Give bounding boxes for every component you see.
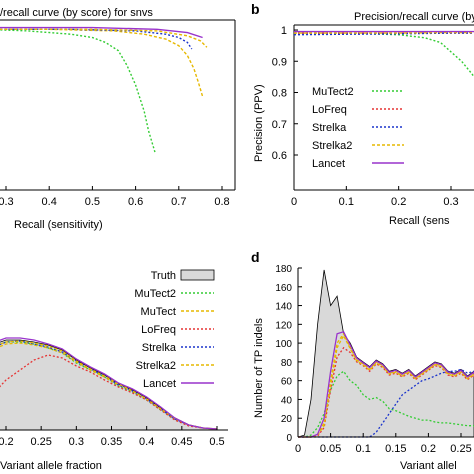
- panel-c-legend-label: Lancet: [143, 378, 176, 390]
- panel-c-series-group: [0, 337, 218, 431]
- panel-a-x-tick-label: 0.5: [85, 196, 100, 208]
- panel-b-legend-label: LoFreq: [312, 104, 347, 116]
- panel-d-x-ticks: 0 0.05 0.1 0.15 0.2 0.25: [295, 433, 472, 455]
- panel-b-series-line-0: [294, 32, 474, 78]
- panel-a-title: /recall curve (by score) for snvs: [0, 7, 153, 19]
- panel-c-x-tick-label: 0.25: [30, 436, 51, 448]
- panel-c-legend-label: MuTect2: [134, 288, 176, 300]
- panel-c-series-line-3: [0, 354, 218, 430]
- panel-d-series-line-5: [298, 334, 474, 438]
- panel-b-series-group: [293, 30, 474, 78]
- panel-c-legend: Truth MuTect2 MuTect LoFreq Strelka Strelka2 L…: [134, 269, 215, 390]
- panel-d-y-tick-label: 20: [281, 414, 293, 425]
- panel-a-series-group: [0, 26, 208, 153]
- panel-c-x-ticks: 0.2 0.25 0.3 0.35 0.4 0.45 0.5: [0, 426, 225, 448]
- panel-d-y-ticks: 0 20 40 60 80 100 120 140 160 180: [275, 264, 302, 444]
- panel-c-x-tick-label: 0.2: [0, 436, 14, 448]
- panel-b-y-tick-label: 0.8: [272, 88, 287, 100]
- panel-b-y-tick-label: 0.6: [272, 150, 287, 162]
- panel-d-y-tick-label: 180: [275, 264, 292, 275]
- panel-b-y-ticks: 0.6 0.7 0.8 0.9 1: [272, 25, 298, 162]
- panel-d-x-tick-label: 0.1: [356, 443, 371, 455]
- panel-d-letter: d: [251, 249, 260, 265]
- panel-b-x-ticks: 0 0.1 0.2 0.3: [291, 186, 459, 208]
- panel-d-x-tick-label: 0.2: [421, 443, 436, 455]
- panel-a-x-tick-label: 0.3: [0, 196, 14, 208]
- panel-d-y-axis-label: Number of TP indels: [253, 318, 265, 418]
- panel-b-x-axis-label: Recall (sens: [389, 215, 450, 227]
- panel-c-series-line-4: [0, 340, 218, 430]
- panel-b-x-tick-label: 0.2: [391, 196, 406, 208]
- panel-a-x-tick-label: 0.7: [171, 196, 186, 208]
- panel-d-y-tick-label: 60: [281, 377, 293, 388]
- panel-b-title: Precision/recall curve (by: [354, 11, 474, 23]
- panel-b-y-tick-label: 1: [281, 25, 287, 37]
- panel-c-x-tick-label: 0.45: [171, 436, 192, 448]
- panel-d-x-axis-label: Variant allel: [400, 460, 457, 472]
- panel-b-legend: MuTect2 LoFreq Strelka Strelka2 Lancet: [312, 86, 404, 170]
- panel-d-x-tick-label: 0.15: [385, 443, 406, 455]
- panel-a-x-tick-label: 0.8: [214, 196, 229, 208]
- panel-a-series-line-2: [0, 28, 193, 50]
- panel-d-y-tick-label: 140: [275, 302, 292, 313]
- panel-b-y-tick-label: 0.7: [272, 119, 287, 131]
- panel-d-y-tick-label: 0: [286, 433, 292, 444]
- panel-d-y-tick-label: 120: [275, 320, 292, 331]
- panel-c-x-tick-label: 0.3: [69, 436, 84, 448]
- panel-d-truth-area: [297, 269, 474, 438]
- panel-d-series-group: [297, 269, 474, 438]
- panel-c-series-line-2: [0, 342, 218, 430]
- panel-b-y-tick-label: 0.9: [272, 56, 287, 68]
- panel-a-series-line-1: [0, 28, 204, 97]
- panel-c-chart: 0.2 0.25 0.3 0.35 0.4 0.45 0.5 Variant allele …: [0, 269, 228, 472]
- panel-d-y-tick-label: 160: [275, 283, 292, 294]
- panel-b-legend-label: Lancet: [312, 158, 345, 170]
- panel-b-legend-label: Strelka: [312, 122, 347, 134]
- panel-b-x-tick-label: 0.3: [443, 196, 458, 208]
- panel-b-series-line-2: [293, 32, 474, 36]
- panel-b-x-tick-label: 0: [291, 196, 297, 208]
- panel-c-legend-label: Strelka: [142, 342, 177, 354]
- panel-a-x-tick-label: 0.6: [128, 196, 143, 208]
- panel-d-y-tick-label: 80: [281, 358, 293, 369]
- panel-d-series-line-3: [298, 346, 474, 438]
- panel-c-legend-label: Truth: [151, 270, 176, 282]
- panel-b-chart: b Precision/recall curve (by 0.60.70.80.…: [251, 1, 474, 227]
- panel-c-truth-area: [0, 339, 218, 431]
- panel-b-legend-label: Strelka2: [312, 140, 352, 152]
- panel-c-x-tick-label: 0.4: [139, 436, 154, 448]
- panel-d-y-tick-label: 40: [281, 395, 293, 406]
- panel-d-y-tick-label: 100: [275, 339, 292, 350]
- panel-a-series-line-4: [0, 26, 203, 39]
- panel-a-series-line-3: [0, 28, 208, 48]
- panel-c-series-line-6: [0, 337, 218, 430]
- panel-c-x-tick-label: 0.5: [209, 436, 224, 448]
- panel-c-legend-label: MuTect: [141, 306, 176, 318]
- panel-b-letter: b: [251, 1, 260, 17]
- panel-a-x-ticks: 0.3 0.4 0.5 0.6 0.7 0.8: [0, 186, 230, 208]
- panel-c-legend-swatch: [180, 269, 215, 281]
- panel-d-series-line-6: [298, 331, 474, 438]
- panel-a-x-axis-label: Recall (sensitivity): [14, 219, 103, 231]
- panel-d-x-tick-label: 0.05: [320, 443, 341, 455]
- panel-d-x-tick-label: 0: [295, 443, 301, 455]
- panel-c-x-axis-label: Variant allele fraction: [0, 460, 102, 472]
- panel-a-chart: /recall curve (by score) for snvs 0.3 0.4…: [0, 7, 236, 231]
- panel-b-y-axis-label: Precision (PPV): [253, 84, 265, 162]
- panel-d-series-line-1: [298, 370, 474, 438]
- panel-c-legend-label: Strelka2: [136, 360, 176, 372]
- panel-b-x-tick-label: 0.1: [339, 196, 354, 208]
- panel-c-x-tick-label: 0.35: [101, 436, 122, 448]
- panel-a-series-line-0: [0, 29, 156, 153]
- panel-b-legend-label: MuTect2: [312, 86, 354, 98]
- panel-b-series-line-3: [294, 31, 474, 34]
- panel-c-legend-label: LoFreq: [141, 324, 176, 336]
- panel-a-x-tick-label: 0.4: [42, 196, 57, 208]
- panel-d-x-tick-label: 0.25: [450, 443, 471, 455]
